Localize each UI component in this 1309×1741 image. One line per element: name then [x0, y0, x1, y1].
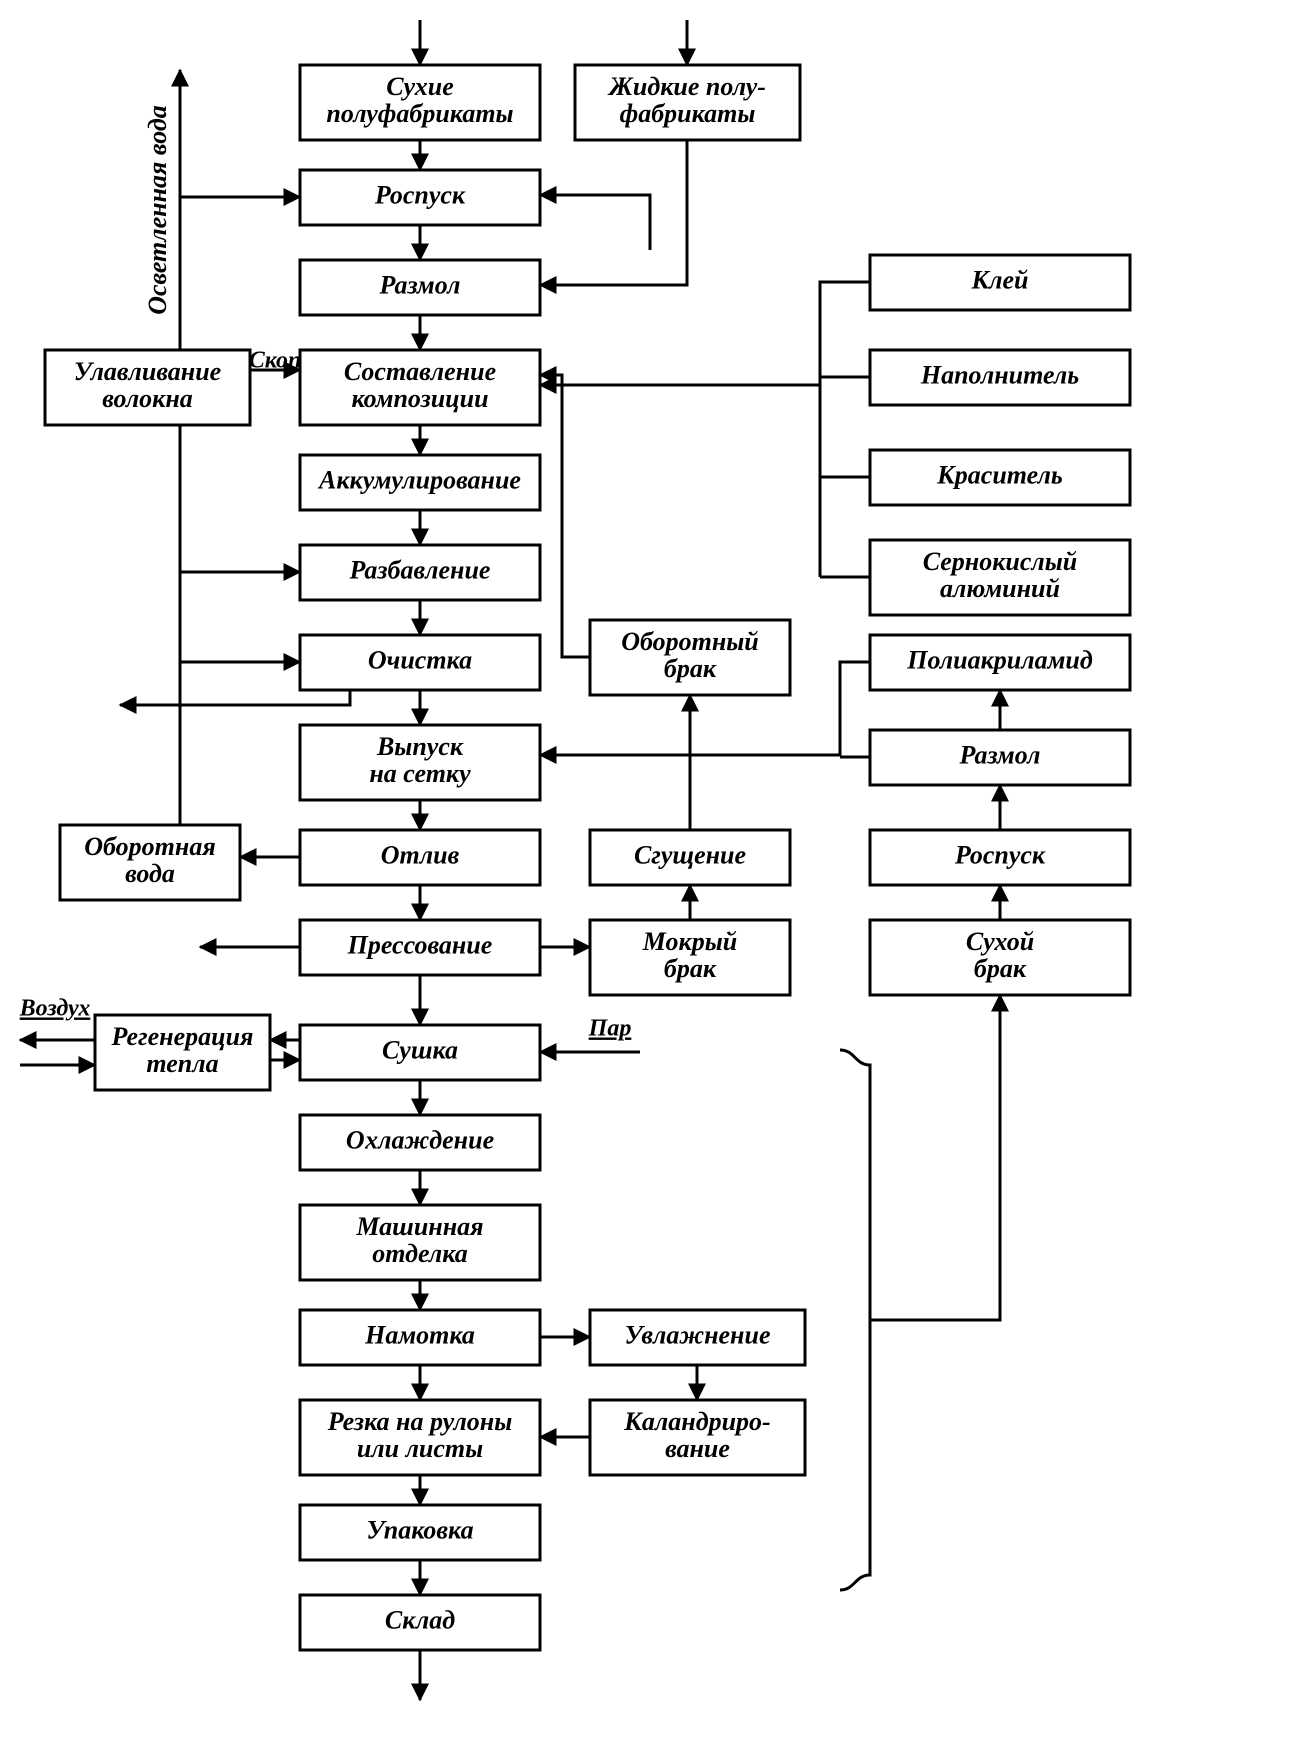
node-label: Оборотная — [84, 832, 215, 861]
node-n_filler: Наполнитель — [870, 350, 1130, 405]
node-label: Разбавление — [349, 555, 491, 584]
node-n_recdefect: Оборотныйбрак — [590, 620, 790, 695]
node-n_dry: Сухиеполуфабрикаты — [300, 65, 540, 140]
node-n_razmol2: Размол — [870, 730, 1130, 785]
node-label: Сгущение — [634, 840, 746, 869]
node-label: Каландриро- — [623, 1407, 770, 1436]
node-label: Очистка — [368, 645, 472, 674]
node-n_fiber: Улавливаниеволокна — [45, 350, 250, 425]
node-label: брак — [664, 654, 717, 683]
node-label: Аккумулирование — [317, 465, 521, 494]
node-n_dilute: Разбавление — [300, 545, 540, 600]
node-n_tomesh: Выпускна сетку — [300, 725, 540, 800]
node-label: Сухой — [966, 927, 1034, 956]
node-label: брак — [974, 954, 1027, 983]
node-n_cool: Охлаждение — [300, 1115, 540, 1170]
node-label: Роспуск — [374, 180, 466, 209]
node-label: Сухие — [386, 72, 454, 101]
node-label: Жидкие полу- — [607, 72, 766, 101]
node-label: Прессование — [347, 930, 493, 959]
node-n_polyacryl: Полиакриламид — [870, 635, 1130, 690]
node-n_press: Прессование — [300, 920, 540, 975]
node-n_rospusk: Роспуск — [300, 170, 540, 225]
node-n_moist: Увлажнение — [590, 1310, 805, 1365]
node-label: полуфабрикаты — [326, 99, 513, 128]
node-n_calend: Каландриро-вание — [590, 1400, 805, 1475]
node-n_dye: Краситель — [870, 450, 1130, 505]
node-label: композиции — [351, 384, 488, 413]
node-n_recwater: Оборотнаявода — [60, 825, 240, 900]
node-label: Отлив — [381, 840, 460, 869]
free-label-l_air: Воздух — [19, 996, 91, 1022]
node-label: Мокрый — [642, 927, 737, 956]
flowchart-canvas: Сухиеполуфабрикаты Жидкие полу-фабрикаты Р… — [0, 0, 1309, 1741]
node-label: Размол — [959, 740, 1041, 769]
node-label: брак — [664, 954, 717, 983]
node-n_compose: Составлениекомпозиции — [300, 350, 540, 425]
node-label: волокна — [102, 384, 193, 413]
node-label: Полиакриламид — [906, 645, 1093, 674]
nodes: Сухиеполуфабрикаты Жидкие полу-фабрикаты Р… — [45, 65, 1130, 1650]
node-n_clean: Очистка — [300, 635, 540, 690]
node-label: тепла — [146, 1049, 218, 1078]
node-label: фабрикаты — [620, 99, 756, 128]
node-label: Резка на рулоны — [327, 1407, 513, 1436]
node-label: Охлаждение — [346, 1125, 494, 1154]
node-n_rospusk2: Роспуск — [870, 830, 1130, 885]
node-label: Намотка — [364, 1320, 475, 1349]
node-label: Сушка — [382, 1035, 458, 1064]
node-n_wind: Намотка — [300, 1310, 540, 1365]
node-n_heatreg: Регенерациятепла — [95, 1015, 270, 1090]
node-n_thick: Сгущение — [590, 830, 790, 885]
node-label: Упаковка — [366, 1515, 473, 1544]
node-n_dry2: Сушка — [300, 1025, 540, 1080]
node-label: Наполнитель — [920, 360, 1079, 389]
node-label: или листы — [357, 1434, 483, 1463]
node-label: Склад — [385, 1605, 455, 1634]
free-label-l_skop: Скоп — [249, 348, 302, 374]
node-label: Выпуск — [376, 732, 464, 761]
node-label: Регенерация — [111, 1022, 254, 1051]
free-label-l_water: Осветленная вода — [143, 105, 172, 315]
node-n_glue: Клей — [870, 255, 1130, 310]
node-n_alum: Сернокислыйалюминий — [870, 540, 1130, 615]
node-n_wetdef: Мокрыйбрак — [590, 920, 790, 995]
node-label: Улавливание — [74, 357, 221, 386]
free-label-l_steam: Пар — [588, 1016, 632, 1042]
node-label: Сернокислый — [923, 547, 1078, 576]
node-n_razmol: Размол — [300, 260, 540, 315]
node-label: Машинная — [355, 1212, 483, 1241]
node-label: Роспуск — [954, 840, 1046, 869]
node-n_cast: Отлив — [300, 830, 540, 885]
node-n_drydef: Сухойбрак — [870, 920, 1130, 995]
node-label: Увлажнение — [625, 1320, 771, 1349]
node-label: Краситель — [936, 460, 1063, 489]
node-label: Оборотный — [621, 627, 759, 656]
node-n_pack: Упаковка — [300, 1505, 540, 1560]
node-n_cut: Резка на рулоныили листы — [300, 1400, 540, 1475]
node-n_mach: Машиннаяотделка — [300, 1205, 540, 1280]
node-label: вание — [665, 1434, 730, 1463]
node-label: Размол — [379, 270, 461, 299]
node-n_store: Склад — [300, 1595, 540, 1650]
node-n_accum: Аккумулирование — [300, 455, 540, 510]
node-label: Составление — [344, 357, 496, 386]
node-label: на сетку — [369, 759, 471, 788]
node-label: отделка — [372, 1239, 468, 1268]
node-label: вода — [125, 859, 175, 888]
node-n_liquid: Жидкие полу-фабрикаты — [575, 65, 800, 140]
node-label: алюминий — [940, 574, 1060, 603]
node-label: Клей — [971, 265, 1029, 294]
